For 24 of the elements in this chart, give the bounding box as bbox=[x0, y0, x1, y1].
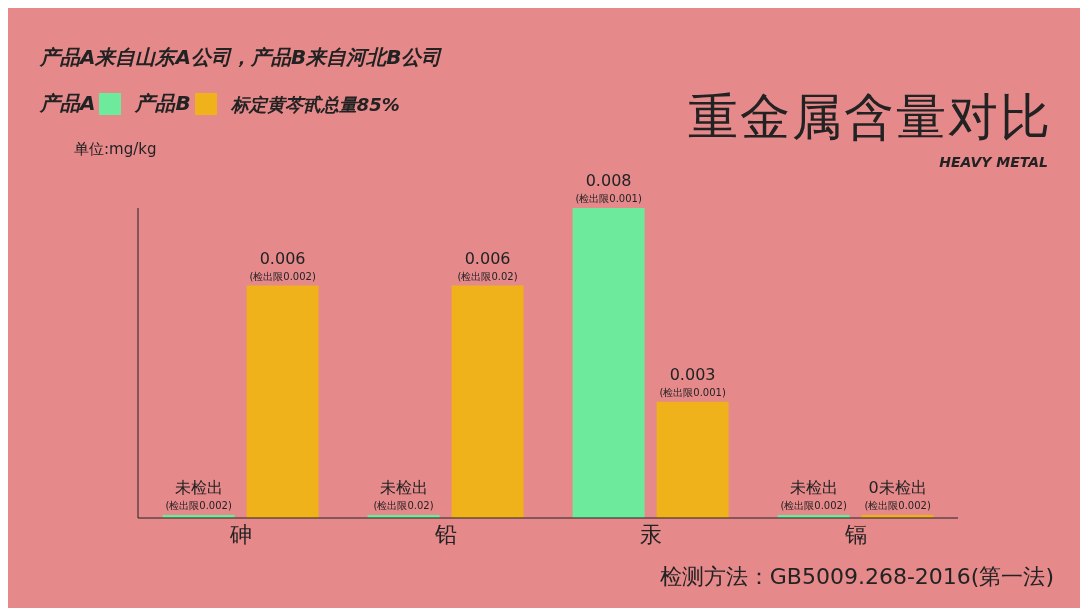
bar bbox=[656, 401, 729, 518]
y-axis-title: 单位:mg/kg bbox=[74, 140, 157, 159]
data-label: 0.008 (检出限0.001) bbox=[575, 171, 642, 204]
text: 产品A来自山东A公司，产品B来自河北B公司 bbox=[40, 44, 442, 71]
data-label: 0.006 (检出限0.02) bbox=[457, 248, 518, 282]
data-label: 未检出 (检出限0.002) bbox=[165, 478, 232, 511]
data-label: 0未检出 (检出限0.002) bbox=[864, 478, 931, 511]
chart-title: 重金属含量对比 bbox=[688, 87, 1052, 148]
x-tick-label: 镉 bbox=[843, 521, 867, 547]
text: HEAVY METAL bbox=[939, 154, 1048, 170]
bar bbox=[451, 285, 524, 518]
text: 检测方法：GB5009.268-2016(第一法) bbox=[659, 563, 1054, 591]
x-tick-label: 砷 bbox=[228, 521, 252, 547]
bar bbox=[572, 208, 645, 518]
data-label: 未检出 (检出限0.002) bbox=[780, 478, 847, 511]
data-label: 0.003 (检出限0.001) bbox=[659, 364, 726, 398]
x-tick-label: 铅 bbox=[433, 521, 457, 547]
bar bbox=[246, 285, 319, 518]
text: 标定黄芩甙总量85% bbox=[230, 93, 400, 117]
legend-label: 产品B bbox=[135, 90, 191, 117]
x-tick-label: 汞 bbox=[639, 521, 662, 547]
data-label: 0.006 (检出限0.002) bbox=[249, 248, 316, 282]
legend-label: 产品A bbox=[40, 90, 96, 117]
data-label: 未检出 (检出限0.02) bbox=[373, 478, 434, 511]
